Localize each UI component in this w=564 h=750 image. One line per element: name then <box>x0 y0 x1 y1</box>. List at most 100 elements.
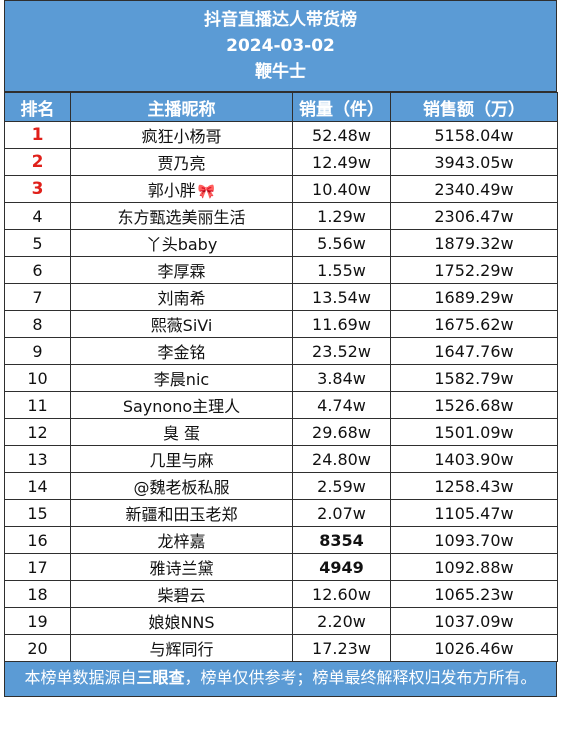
streamer-name: 龙梓嘉 <box>157 532 206 551</box>
table-row: 1 疯狂小杨哥 52.48w 5158.04w <box>4 121 558 149</box>
table-row: 19 娘娘NNS 2.20w 1037.09w <box>4 607 558 635</box>
revenue-cell: 2340.49w <box>390 175 558 203</box>
streamer-name-cell: 臭 蛋 <box>70 418 293 446</box>
streamer-name: 熙薇SiVi <box>150 316 213 335</box>
rank-cell: 18 <box>4 580 71 608</box>
ranking-title: 抖音直播达人带货榜 <box>204 10 357 30</box>
table-row: 8 熙薇SiVi 11.69w 1675.62w <box>4 310 558 338</box>
streamer-name-cell: Saynono主理人 <box>70 391 293 419</box>
sales-cell: 1.55w <box>292 256 391 284</box>
table-header-row: 排名 主播昵称 销量（件） 销售额（万） <box>4 92 558 122</box>
sales-cell: 2.20w <box>292 607 391 635</box>
streamer-name: @魏老板私服 <box>133 478 230 497</box>
sales-cell: 24.80w <box>292 445 391 473</box>
streamer-name-cell: 丫头baby <box>70 229 293 257</box>
rank-cell: 15 <box>4 499 71 527</box>
table-row: 13 几里与麻 24.80w 1403.90w <box>4 445 558 473</box>
table-row: 11 Saynono主理人 4.74w 1526.68w <box>4 391 558 419</box>
revenue-cell: 1026.46w <box>390 634 558 662</box>
revenue-cell: 1647.76w <box>390 337 558 365</box>
streamer-name-cell: 熙薇SiVi <box>70 310 293 338</box>
streamer-name: 刘南希 <box>157 289 206 308</box>
table-row: 9 李金铭 23.52w 1647.76w <box>4 337 558 365</box>
streamer-name-cell: 疯狂小杨哥 <box>70 121 293 149</box>
table-row: 12 臭 蛋 29.68w 1501.09w <box>4 418 558 446</box>
sales-cell: 5.56w <box>292 229 391 257</box>
streamer-name-cell: 柴碧云 <box>70 580 293 608</box>
streamer-name: Saynono主理人 <box>122 397 241 416</box>
rank-cell: 7 <box>4 283 71 311</box>
rank-cell: 6 <box>4 256 71 284</box>
streamer-name-cell: @魏老板私服 <box>70 472 293 500</box>
streamer-name-cell: 与辉同行 <box>70 634 293 662</box>
revenue-cell: 3943.05w <box>390 148 558 176</box>
streamer-name-cell: 郭小胖 🎀 <box>70 175 293 203</box>
streamer-name: 新疆和田玉老郑 <box>125 505 238 524</box>
streamer-name: 郭小胖 <box>147 181 196 200</box>
sales-cell: 52.48w <box>292 121 391 149</box>
revenue-cell: 2306.47w <box>390 202 558 230</box>
sales-cell: 13.54w <box>292 283 391 311</box>
table-row: 20 与辉同行 17.23w 1026.46w <box>4 634 558 662</box>
streamer-name-cell: 贾乃亮 <box>70 148 293 176</box>
rank-cell: 5 <box>4 229 71 257</box>
rank-cell: 19 <box>4 607 71 635</box>
sales-cell: 23.52w <box>292 337 391 365</box>
rank-cell: 16 <box>4 526 71 554</box>
sales-cell: 11.69w <box>292 310 391 338</box>
rank-cell: 17 <box>4 553 71 581</box>
bow-icon: 🎀 <box>197 184 216 200</box>
ranking-table: 排名 主播昵称 销量（件） 销售额（万） 1 疯狂小杨哥 52.48w 5158.04… <box>4 92 558 662</box>
revenue-cell: 1093.70w <box>390 526 558 554</box>
table-body: 1 疯狂小杨哥 52.48w 5158.04w 2 贾乃亮 12.49w 3943.05w 3 郭… <box>4 121 558 662</box>
rank-cell: 12 <box>4 418 71 446</box>
sales-cell: 4.74w <box>292 391 391 419</box>
footer-source: 三眼查 <box>136 668 185 687</box>
streamer-name: 东方甄选美丽生活 <box>117 208 246 227</box>
revenue-cell: 1092.88w <box>390 553 558 581</box>
rank-cell: 8 <box>4 310 71 338</box>
sales-cell: 12.49w <box>292 148 391 176</box>
sales-cell: 1.29w <box>292 202 391 230</box>
table-row: 2 贾乃亮 12.49w 3943.05w <box>4 148 558 176</box>
brand-name: 鞭牛士 <box>255 62 306 82</box>
table-row: 3 郭小胖 🎀 10.40w 2340.49w <box>4 175 558 203</box>
streamer-name-cell: 雅诗兰黛 <box>70 553 293 581</box>
ranking-sheet: 抖音直播达人带货榜 2024-03-02 鞭牛士 排名 主播昵称 销量（件） 销… <box>4 0 558 697</box>
sales-cell: 17.23w <box>292 634 391 662</box>
streamer-name: 柴碧云 <box>157 586 206 605</box>
streamer-name-cell: 新疆和田玉老郑 <box>70 499 293 527</box>
streamer-name: 疯狂小杨哥 <box>141 127 222 146</box>
sales-cell: 2.07w <box>292 499 391 527</box>
streamer-name: 娘娘NNS <box>148 613 215 632</box>
table-row: 15 新疆和田玉老郑 2.07w 1105.47w <box>4 499 558 527</box>
revenue-cell: 1105.47w <box>390 499 558 527</box>
column-header-sales: 销量（件） <box>292 92 391 122</box>
rank-cell: 13 <box>4 445 71 473</box>
sales-cell: 29.68w <box>292 418 391 446</box>
table-row: 4 东方甄选美丽生活 1.29w 2306.47w <box>4 202 558 230</box>
ranking-header: 抖音直播达人带货榜 2024-03-02 鞭牛士 <box>4 0 557 92</box>
rank-cell: 1 <box>4 121 71 149</box>
revenue-cell: 1752.29w <box>390 256 558 284</box>
table-row: 5 丫头baby 5.56w 1879.32w <box>4 229 558 257</box>
rank-cell: 10 <box>4 364 71 392</box>
streamer-name-cell: 李厚霖 <box>70 256 293 284</box>
footer-prefix: 本榜单数据源自 <box>24 668 137 687</box>
rank-cell: 14 <box>4 472 71 500</box>
rank-cell: 2 <box>4 148 71 176</box>
column-header-revenue: 销售额（万） <box>390 92 558 122</box>
column-header-name: 主播昵称 <box>70 92 293 122</box>
sales-cell: 2.59w <box>292 472 391 500</box>
streamer-name-cell: 龙梓嘉 <box>70 526 293 554</box>
streamer-name-cell: 李晨nic <box>70 364 293 392</box>
streamer-name: 贾乃亮 <box>157 154 206 173</box>
table-row: 14 @魏老板私服 2.59w 1258.43w <box>4 472 558 500</box>
streamer-name: 臭 蛋 <box>162 424 201 443</box>
rank-cell: 4 <box>4 202 71 230</box>
ranking-date: 2024-03-02 <box>226 36 335 56</box>
sales-cell: 4949 <box>292 553 391 581</box>
revenue-cell: 1689.29w <box>390 283 558 311</box>
table-row: 18 柴碧云 12.60w 1065.23w <box>4 580 558 608</box>
column-header-rank: 排名 <box>4 92 71 122</box>
